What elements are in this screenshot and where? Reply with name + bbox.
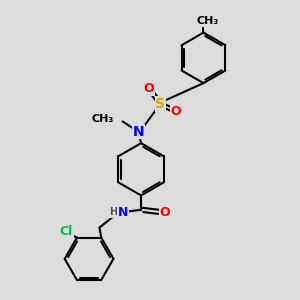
Text: Cl: Cl [60, 225, 73, 238]
Text: N: N [118, 206, 128, 219]
Text: S: S [155, 97, 165, 111]
Text: CH₃: CH₃ [92, 114, 114, 124]
Text: H: H [109, 207, 117, 217]
Text: O: O [160, 206, 170, 219]
Text: O: O [170, 105, 181, 118]
Text: CH₃: CH₃ [197, 16, 219, 26]
Text: O: O [144, 82, 154, 95]
Text: N: N [132, 124, 144, 139]
